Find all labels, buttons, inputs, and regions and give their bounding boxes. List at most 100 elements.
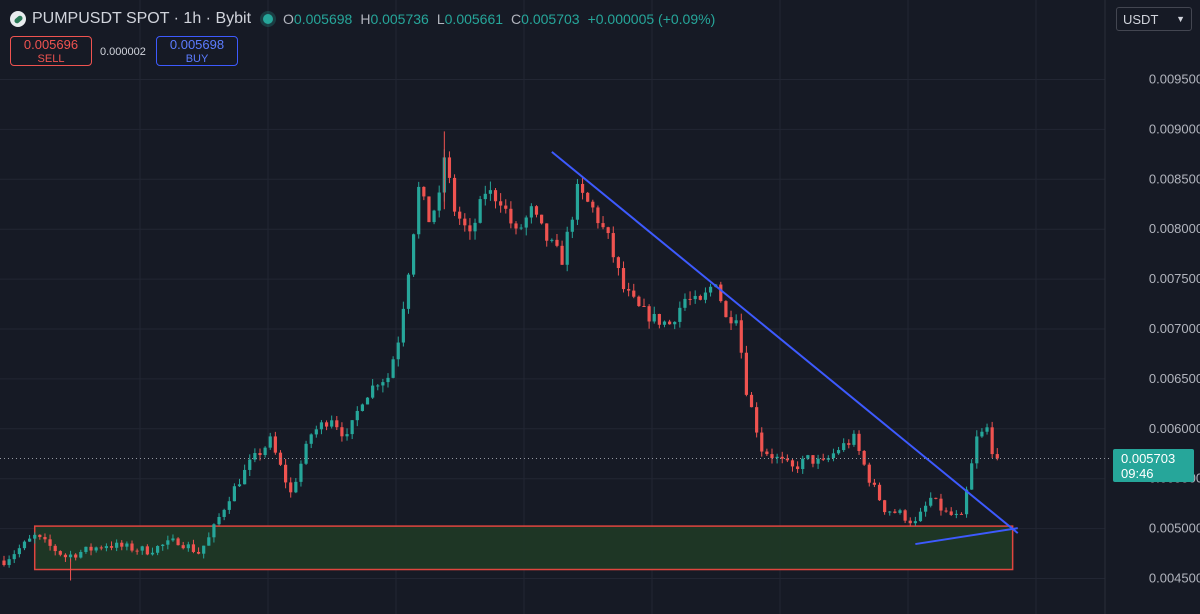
candle-body (980, 431, 984, 437)
candle-body (191, 544, 196, 552)
candle-body (437, 192, 441, 211)
currency-select[interactable]: USDT ▼ (1116, 7, 1192, 31)
candle-body (355, 410, 359, 421)
candle-body (202, 545, 206, 554)
candle-body (212, 524, 216, 538)
candle-body (872, 482, 876, 485)
candle-body (611, 233, 615, 258)
candle-body (842, 443, 846, 451)
candle-body (196, 551, 201, 554)
candle-body (227, 501, 231, 510)
candle-body (84, 546, 88, 552)
candle-body (156, 546, 160, 553)
pump-logo-icon (10, 11, 26, 27)
candle-body (319, 422, 324, 430)
candle-body (949, 511, 953, 515)
candle-body (621, 268, 626, 290)
candle-body (273, 436, 277, 453)
candle-body (493, 190, 498, 202)
candle-body (43, 537, 47, 540)
candle-body (575, 183, 580, 220)
candle-body (330, 420, 334, 427)
candle-body (237, 484, 242, 487)
sell-button[interactable]: 0.005696 SELL (10, 36, 92, 66)
candle-body (145, 546, 149, 555)
candle-body (534, 206, 539, 215)
candle-body (734, 320, 738, 324)
candle-body (565, 231, 569, 265)
candle-body (816, 458, 820, 464)
low-value: 0.005661 (444, 11, 504, 27)
candle-body (478, 199, 482, 223)
candle-body (115, 542, 119, 548)
candle-body (94, 547, 98, 551)
last-price-value: 0.005703 (1121, 451, 1176, 466)
close-label: C (511, 11, 522, 27)
candle-body (780, 456, 784, 459)
candle-body (668, 321, 672, 325)
candle-body (483, 193, 487, 200)
candle-body (391, 359, 395, 378)
candle-body (806, 455, 810, 459)
candle-body (555, 239, 559, 246)
candle-body (422, 186, 426, 197)
candle-body (499, 201, 503, 206)
candle-body (243, 469, 247, 485)
buy-button[interactable]: 0.005698 BUY (156, 36, 238, 66)
candle-body (908, 520, 912, 524)
candle-body (304, 443, 308, 464)
candle-body (452, 177, 457, 212)
candle-body (970, 463, 974, 490)
candle-body (724, 301, 728, 318)
candle-body (181, 545, 185, 549)
candle-body (324, 422, 329, 427)
candle-body (396, 342, 400, 360)
y-axis-tick-label: 0.008500 (1149, 171, 1200, 186)
candle-body (632, 290, 636, 297)
candle-body (698, 295, 702, 300)
candle-body (867, 464, 871, 483)
candle-body (765, 451, 769, 455)
candle-body (17, 548, 21, 555)
candle-body (345, 434, 349, 437)
candle-body (458, 211, 462, 219)
symbol-title[interactable]: PUMPUSDT SPOT · 1h · Bybit (32, 10, 252, 27)
candle-body (545, 223, 549, 241)
candle-body (171, 538, 175, 541)
candle-body (140, 546, 144, 551)
candle-body (627, 289, 631, 291)
candle-body (263, 447, 267, 456)
candle-body (514, 223, 518, 229)
y-axis-tick-label: 0.007000 (1149, 321, 1200, 336)
candle-body (924, 505, 928, 512)
candle-body (33, 534, 37, 539)
candle-body (903, 510, 907, 521)
candle-body (53, 545, 57, 552)
sell-label: SELL (37, 53, 65, 65)
candle-body (929, 497, 933, 506)
candle-body (796, 466, 800, 470)
candle-body (104, 546, 108, 549)
candle-body (673, 321, 677, 325)
candle-body (89, 546, 93, 551)
market-status-icon (263, 14, 274, 24)
candle-body (550, 239, 554, 241)
candle-countdown: 09:46 (1121, 466, 1154, 481)
candle-body (284, 464, 288, 483)
candle-body (2, 560, 6, 566)
candle-body (683, 298, 687, 308)
price-change: +0.000005 (+0.09%) (587, 11, 716, 27)
candle-body (22, 541, 27, 549)
candle-body (99, 547, 103, 549)
candle-body (12, 554, 16, 560)
candle-body (601, 223, 605, 228)
sell-price: 0.005696 (23, 37, 79, 52)
candle-body (248, 459, 252, 470)
candle-body (48, 539, 52, 546)
candle-body (58, 551, 62, 555)
candle-body (258, 453, 262, 456)
candle-body (939, 498, 943, 511)
candle-body (959, 513, 964, 515)
